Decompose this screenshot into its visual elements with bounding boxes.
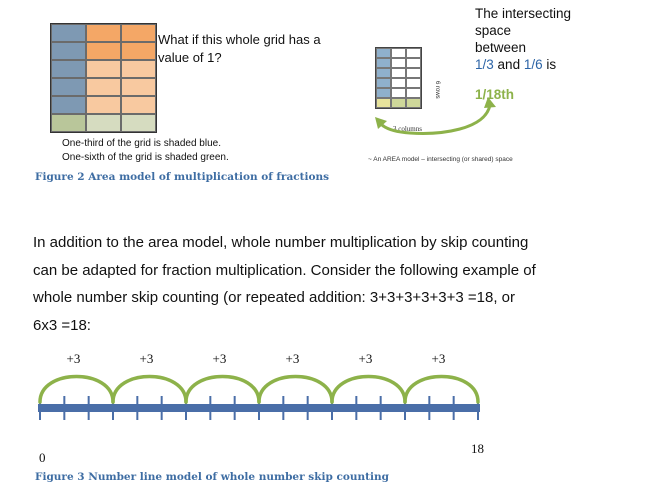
grid-cell bbox=[86, 96, 121, 114]
arrow-tail-icon bbox=[484, 97, 496, 108]
jump-arc bbox=[111, 374, 188, 404]
arrow-head-icon bbox=[375, 117, 387, 129]
grid-cell bbox=[376, 58, 391, 68]
grid-cell bbox=[121, 24, 156, 42]
body-paragraph: In addition to the area model, whole num… bbox=[33, 229, 633, 339]
paragraph-line-3: whole number skip counting (or repeated … bbox=[33, 289, 516, 306]
whole-grid bbox=[50, 23, 157, 133]
right-line-3: between bbox=[475, 40, 527, 55]
right-line-4: 1/3 and 1/6 is bbox=[475, 56, 571, 73]
grid-cell bbox=[391, 88, 406, 98]
grid-cell bbox=[121, 114, 156, 132]
grid-cell bbox=[391, 48, 406, 58]
grid-cell bbox=[406, 68, 421, 78]
grid-cell bbox=[86, 42, 121, 60]
figure-2-caption: Figure 2 Area model of multiplication of… bbox=[35, 171, 330, 183]
jump-label: +3 bbox=[285, 351, 300, 366]
paragraph-line-2: can be adapted for fraction multiplicati… bbox=[33, 261, 536, 279]
grid-cell bbox=[86, 60, 121, 78]
jump-label: +3 bbox=[139, 351, 154, 366]
grid-cell bbox=[391, 68, 406, 78]
paragraph-line-1: In addition to the area model, whole num… bbox=[33, 234, 529, 251]
jump-arc bbox=[38, 374, 115, 404]
grid-cell bbox=[51, 96, 86, 114]
grid-cell bbox=[86, 78, 121, 96]
jump-label: +3 bbox=[212, 351, 227, 366]
grid-cell bbox=[406, 78, 421, 88]
columns-label: 3 columns bbox=[393, 125, 422, 133]
grid-cell bbox=[121, 60, 156, 78]
end-label: 18 bbox=[471, 441, 484, 456]
grid-cell bbox=[376, 68, 391, 78]
grid-cell bbox=[391, 58, 406, 68]
grid-cell bbox=[376, 78, 391, 88]
grid-cell bbox=[406, 48, 421, 58]
jump-label: +3 bbox=[431, 351, 446, 366]
jump-arc bbox=[184, 374, 261, 404]
fraction-one-third: 1/3 bbox=[475, 57, 494, 72]
grid-cell bbox=[406, 58, 421, 68]
grid-cell bbox=[121, 78, 156, 96]
grid-cell bbox=[86, 24, 121, 42]
grid-cell bbox=[51, 114, 86, 132]
grid-cell bbox=[391, 78, 406, 88]
grid-cell bbox=[391, 98, 406, 108]
start-label: 0 bbox=[39, 450, 46, 465]
area-model-note: ~ An AREA model – intersecting (or share… bbox=[368, 156, 513, 163]
jump-label: +3 bbox=[66, 351, 81, 366]
figure-3-caption: Figure 3 Number line model of whole numb… bbox=[35, 471, 389, 483]
pointer-arrow bbox=[375, 97, 496, 135]
grid-cell bbox=[406, 98, 421, 108]
grid-cell bbox=[51, 60, 86, 78]
grid-question: What if this whole grid has a value of 1… bbox=[158, 32, 321, 65]
grid-cell bbox=[121, 42, 156, 60]
small-grid bbox=[375, 47, 422, 109]
fraction-one-sixth: 1/6 bbox=[523, 57, 543, 72]
grid-cell bbox=[376, 88, 391, 98]
and-word: and bbox=[497, 57, 521, 72]
intersecting-text: The intersecting space between 1/3 and 1… bbox=[475, 5, 571, 73]
grid-cell bbox=[406, 88, 421, 98]
paragraph-line-4: 6x3 =18: bbox=[33, 316, 91, 334]
arrow-curve bbox=[378, 103, 492, 135]
right-line-1: The intersecting bbox=[475, 6, 572, 21]
green-caption: One-sixth of the grid is shaded green. bbox=[62, 152, 229, 163]
jump-label: +3 bbox=[358, 351, 373, 366]
grid-cell bbox=[51, 42, 86, 60]
blue-caption: One-third of the grid is shaded blue. bbox=[62, 138, 221, 149]
grid-cell bbox=[86, 114, 121, 132]
grid-cell bbox=[376, 48, 391, 58]
number-line bbox=[38, 374, 480, 420]
jump-arc bbox=[403, 374, 480, 404]
grid-cell bbox=[51, 78, 86, 96]
right-line-2: space bbox=[475, 23, 512, 38]
result-fraction: 1/18th bbox=[475, 87, 515, 102]
jump-arc bbox=[330, 374, 407, 404]
jump-arc bbox=[257, 374, 334, 404]
grid-cell bbox=[121, 96, 156, 114]
is-word: is bbox=[546, 57, 557, 72]
grid-cell bbox=[376, 98, 391, 108]
grid-cell bbox=[51, 24, 86, 42]
